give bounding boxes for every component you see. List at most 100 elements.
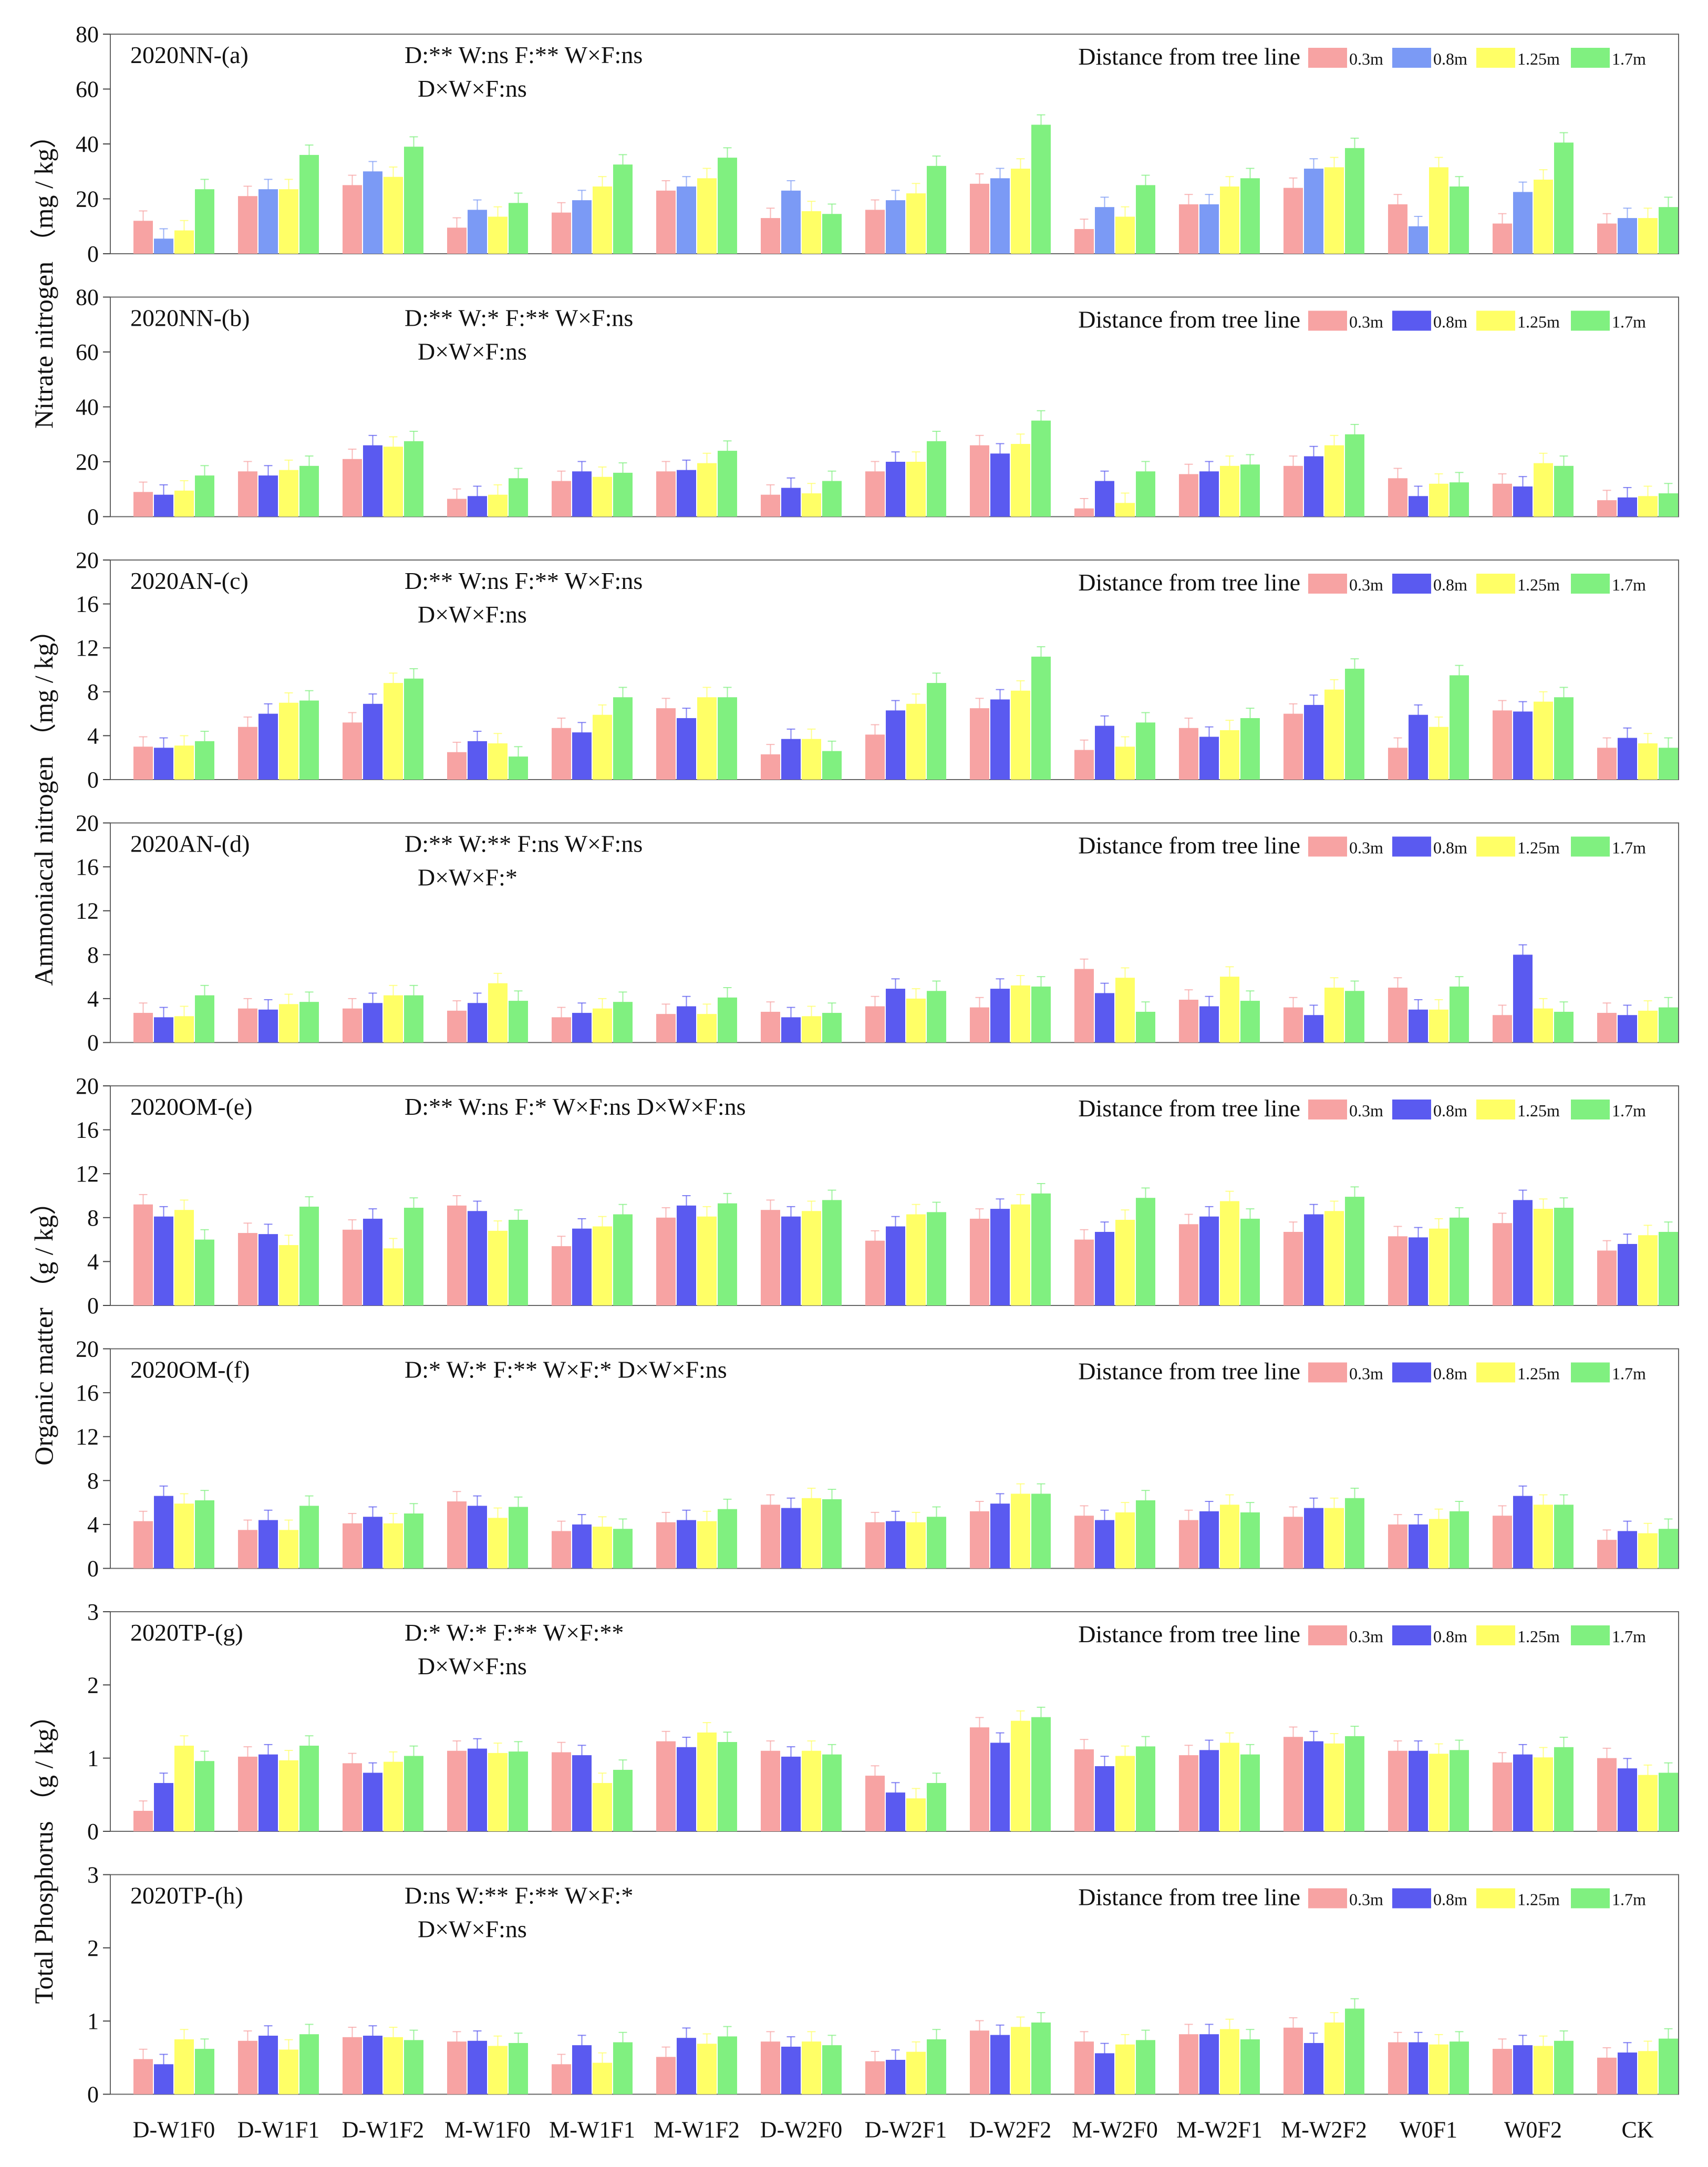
stats-annotation: D:** W:ns F:** W×F:ns [405,42,643,68]
x-category-label: M-W1F1 [549,2117,635,2143]
bar [1115,1219,1135,1305]
bar [279,702,298,780]
x-category-label: D-W2F1 [865,2117,947,2143]
stats-annotation: D×W×F:ns [418,1916,527,1943]
bar [718,451,737,517]
legend-swatch [1392,574,1431,594]
bar [613,1214,633,1305]
y-tick-label: 20 [76,1073,99,1099]
panel-title: 2020AN-(d) [130,831,250,857]
panel-title: 2020AN-(c) [130,567,249,594]
bar [1345,668,1364,780]
bar [1345,1197,1364,1305]
bar [1513,1496,1533,1569]
bar [1220,977,1239,1043]
bar [1450,675,1469,780]
bar [761,1505,780,1569]
bar [1199,1750,1219,1831]
bar [656,1217,676,1305]
legend-label: 0.8m [1433,575,1467,594]
bar [1554,1207,1574,1305]
stats-annotation: D×W×F:ns [418,338,527,365]
bar [1011,444,1030,517]
y-axis-label: Ammoniacal nitrogen （mg / kg） [29,617,58,986]
y-tick-label: 40 [76,131,99,157]
bar [258,713,278,780]
bar [447,1501,467,1569]
legend-label: 1.25m [1517,313,1560,331]
legend-swatch [1308,1100,1347,1119]
y-axis-label: Total Phosphorus （g / kg） [29,1702,58,2004]
legend-swatch [1571,574,1610,594]
legend-swatch [1476,836,1515,857]
bar [258,189,278,254]
legend-swatch [1476,574,1515,594]
legend-swatch [1571,48,1610,68]
chart-panel: 0 4 8 12 16 20 2020AN-(d) D:** W:** F:ns W×F:ns… [76,811,1679,1056]
bar [970,183,989,254]
legend-label: 0.8m [1433,1364,1467,1383]
x-category-label: W0F2 [1504,2117,1562,2143]
bar [195,1761,214,1831]
stats-annotation: D×W×F:* [418,864,517,891]
bar [1074,1749,1094,1831]
legend-swatch [1476,1888,1515,1909]
bar [238,1233,257,1305]
bar [1429,167,1448,254]
legend-label: 0.3m [1349,1890,1383,1909]
legend-label: 0.3m [1349,1101,1383,1120]
bar [613,1769,633,1831]
bar [593,714,612,780]
bar [1493,1223,1512,1305]
bar [1409,1750,1428,1831]
bar [1283,2027,1303,2095]
bar [1513,955,1533,1043]
x-category-label: M-W1F2 [654,2117,740,2143]
legend-swatch [1308,1625,1347,1645]
bar [1011,1204,1030,1305]
bar [1095,1231,1114,1305]
legend-title: Distance from tree line [1078,306,1300,333]
x-category-label: M-W2F2 [1281,2117,1367,2143]
legend-label: 0.8m [1433,1101,1467,1120]
bar [1513,1200,1533,1305]
bar [1324,2022,1344,2095]
legend-swatch [1308,574,1347,594]
chart-panel: 0 4 8 12 16 20 2020OM-(f) D:* W:* F:** W×F:* D×… [76,1336,1679,1582]
legend-label: 0.8m [1433,838,1467,857]
legend-title: Distance from tree line [1078,1358,1300,1385]
legend-label: 1.7m [1612,1627,1646,1646]
bar [886,1226,905,1305]
bar [195,189,214,254]
bar [404,441,423,517]
y-tick-label: 4 [87,1512,99,1538]
bar [1220,186,1239,254]
bar [1304,1741,1323,1831]
bar [1220,1743,1239,1831]
bar [1011,690,1030,780]
y-tick-label: 4 [87,723,99,749]
legend-swatch [1392,1362,1431,1383]
legend-label: 0.8m [1433,1627,1467,1646]
bar [1450,1217,1469,1305]
bar [677,718,696,780]
bar [1659,1231,1678,1305]
bar [1388,1236,1407,1305]
y-tick-label: 12 [76,1424,99,1450]
bar [1240,1218,1260,1305]
y-tick-label: 12 [76,1161,99,1187]
bar [1220,1201,1239,1305]
stats-annotation: D:** W:* F:** W×F:ns [405,305,633,331]
bar [1095,1766,1114,1831]
bar [174,1504,194,1569]
bar [1409,1237,1428,1305]
bar [865,1240,885,1305]
y-tick-label: 8 [87,679,99,705]
legend-swatch [1476,48,1515,68]
y-tick-label: 8 [87,942,99,968]
bar [927,165,946,254]
bar [1240,1754,1260,1831]
bar [1199,1216,1219,1305]
legend-title: Distance from tree line [1078,832,1300,859]
legend-label: 1.7m [1612,49,1646,68]
